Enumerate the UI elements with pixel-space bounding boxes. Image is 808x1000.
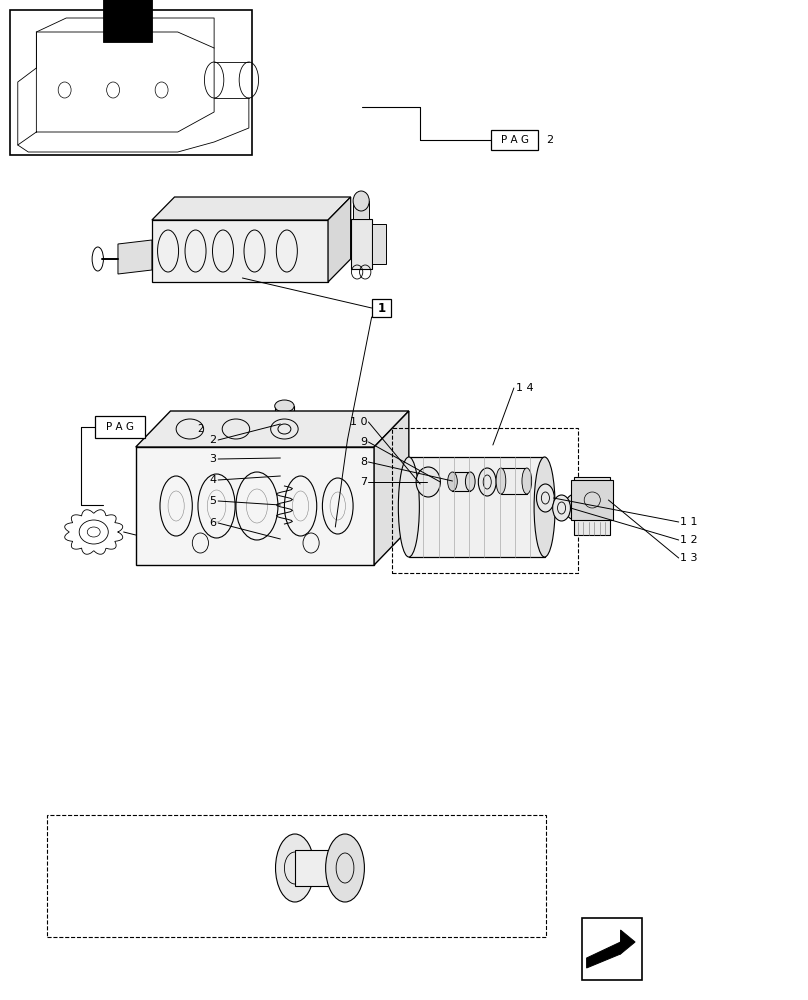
- Text: 5: 5: [209, 496, 217, 506]
- Bar: [103, 0, 152, 42]
- Bar: [392, 428, 578, 573]
- Bar: [452, 472, 470, 491]
- Ellipse shape: [465, 472, 475, 491]
- Bar: [351, 219, 372, 269]
- Ellipse shape: [534, 457, 555, 557]
- Text: 9: 9: [360, 437, 368, 447]
- Bar: [491, 130, 538, 150]
- Ellipse shape: [92, 247, 103, 271]
- Text: 7: 7: [360, 477, 368, 487]
- Ellipse shape: [565, 494, 586, 520]
- Ellipse shape: [478, 468, 496, 496]
- Ellipse shape: [272, 470, 297, 482]
- Polygon shape: [590, 930, 617, 942]
- Bar: [47, 815, 546, 937]
- Polygon shape: [587, 930, 635, 968]
- Bar: [409, 457, 545, 557]
- Ellipse shape: [416, 467, 440, 497]
- Text: 3: 3: [209, 454, 217, 464]
- Ellipse shape: [496, 468, 506, 494]
- Bar: [136, 447, 374, 565]
- Ellipse shape: [448, 472, 457, 491]
- Ellipse shape: [326, 834, 364, 902]
- Ellipse shape: [398, 457, 419, 557]
- Text: P A G: P A G: [107, 422, 134, 432]
- Ellipse shape: [274, 527, 295, 537]
- Bar: [95, 416, 145, 438]
- Ellipse shape: [553, 495, 570, 521]
- Text: 6: 6: [209, 518, 217, 528]
- Bar: [295, 850, 345, 886]
- Ellipse shape: [537, 484, 554, 512]
- Text: 4: 4: [209, 475, 217, 485]
- Ellipse shape: [522, 468, 532, 494]
- Bar: [10, 10, 252, 155]
- Bar: [582, 918, 642, 980]
- Text: 1 4: 1 4: [516, 383, 533, 393]
- Text: 2: 2: [209, 435, 217, 445]
- Polygon shape: [152, 197, 351, 220]
- Text: 2: 2: [546, 135, 553, 145]
- Text: 1 3: 1 3: [680, 553, 698, 563]
- Ellipse shape: [276, 834, 314, 902]
- Text: 1 1: 1 1: [680, 517, 698, 527]
- Bar: [152, 220, 328, 282]
- Ellipse shape: [275, 400, 294, 412]
- Text: 2: 2: [197, 424, 204, 434]
- Polygon shape: [374, 411, 409, 565]
- Bar: [277, 532, 292, 550]
- Polygon shape: [328, 197, 351, 282]
- Bar: [372, 299, 391, 317]
- Ellipse shape: [271, 451, 298, 465]
- Text: 1: 1: [377, 302, 385, 314]
- Bar: [275, 406, 294, 442]
- Polygon shape: [118, 240, 152, 274]
- Text: P A G: P A G: [501, 135, 528, 145]
- Bar: [372, 224, 386, 264]
- Text: 8: 8: [360, 457, 368, 467]
- Ellipse shape: [353, 191, 369, 211]
- Text: 1 2: 1 2: [680, 535, 698, 545]
- Bar: [501, 468, 527, 494]
- Polygon shape: [136, 411, 409, 447]
- Text: 1 0: 1 0: [350, 417, 368, 427]
- Bar: [574, 477, 610, 535]
- Bar: [353, 201, 369, 219]
- Bar: [571, 480, 613, 520]
